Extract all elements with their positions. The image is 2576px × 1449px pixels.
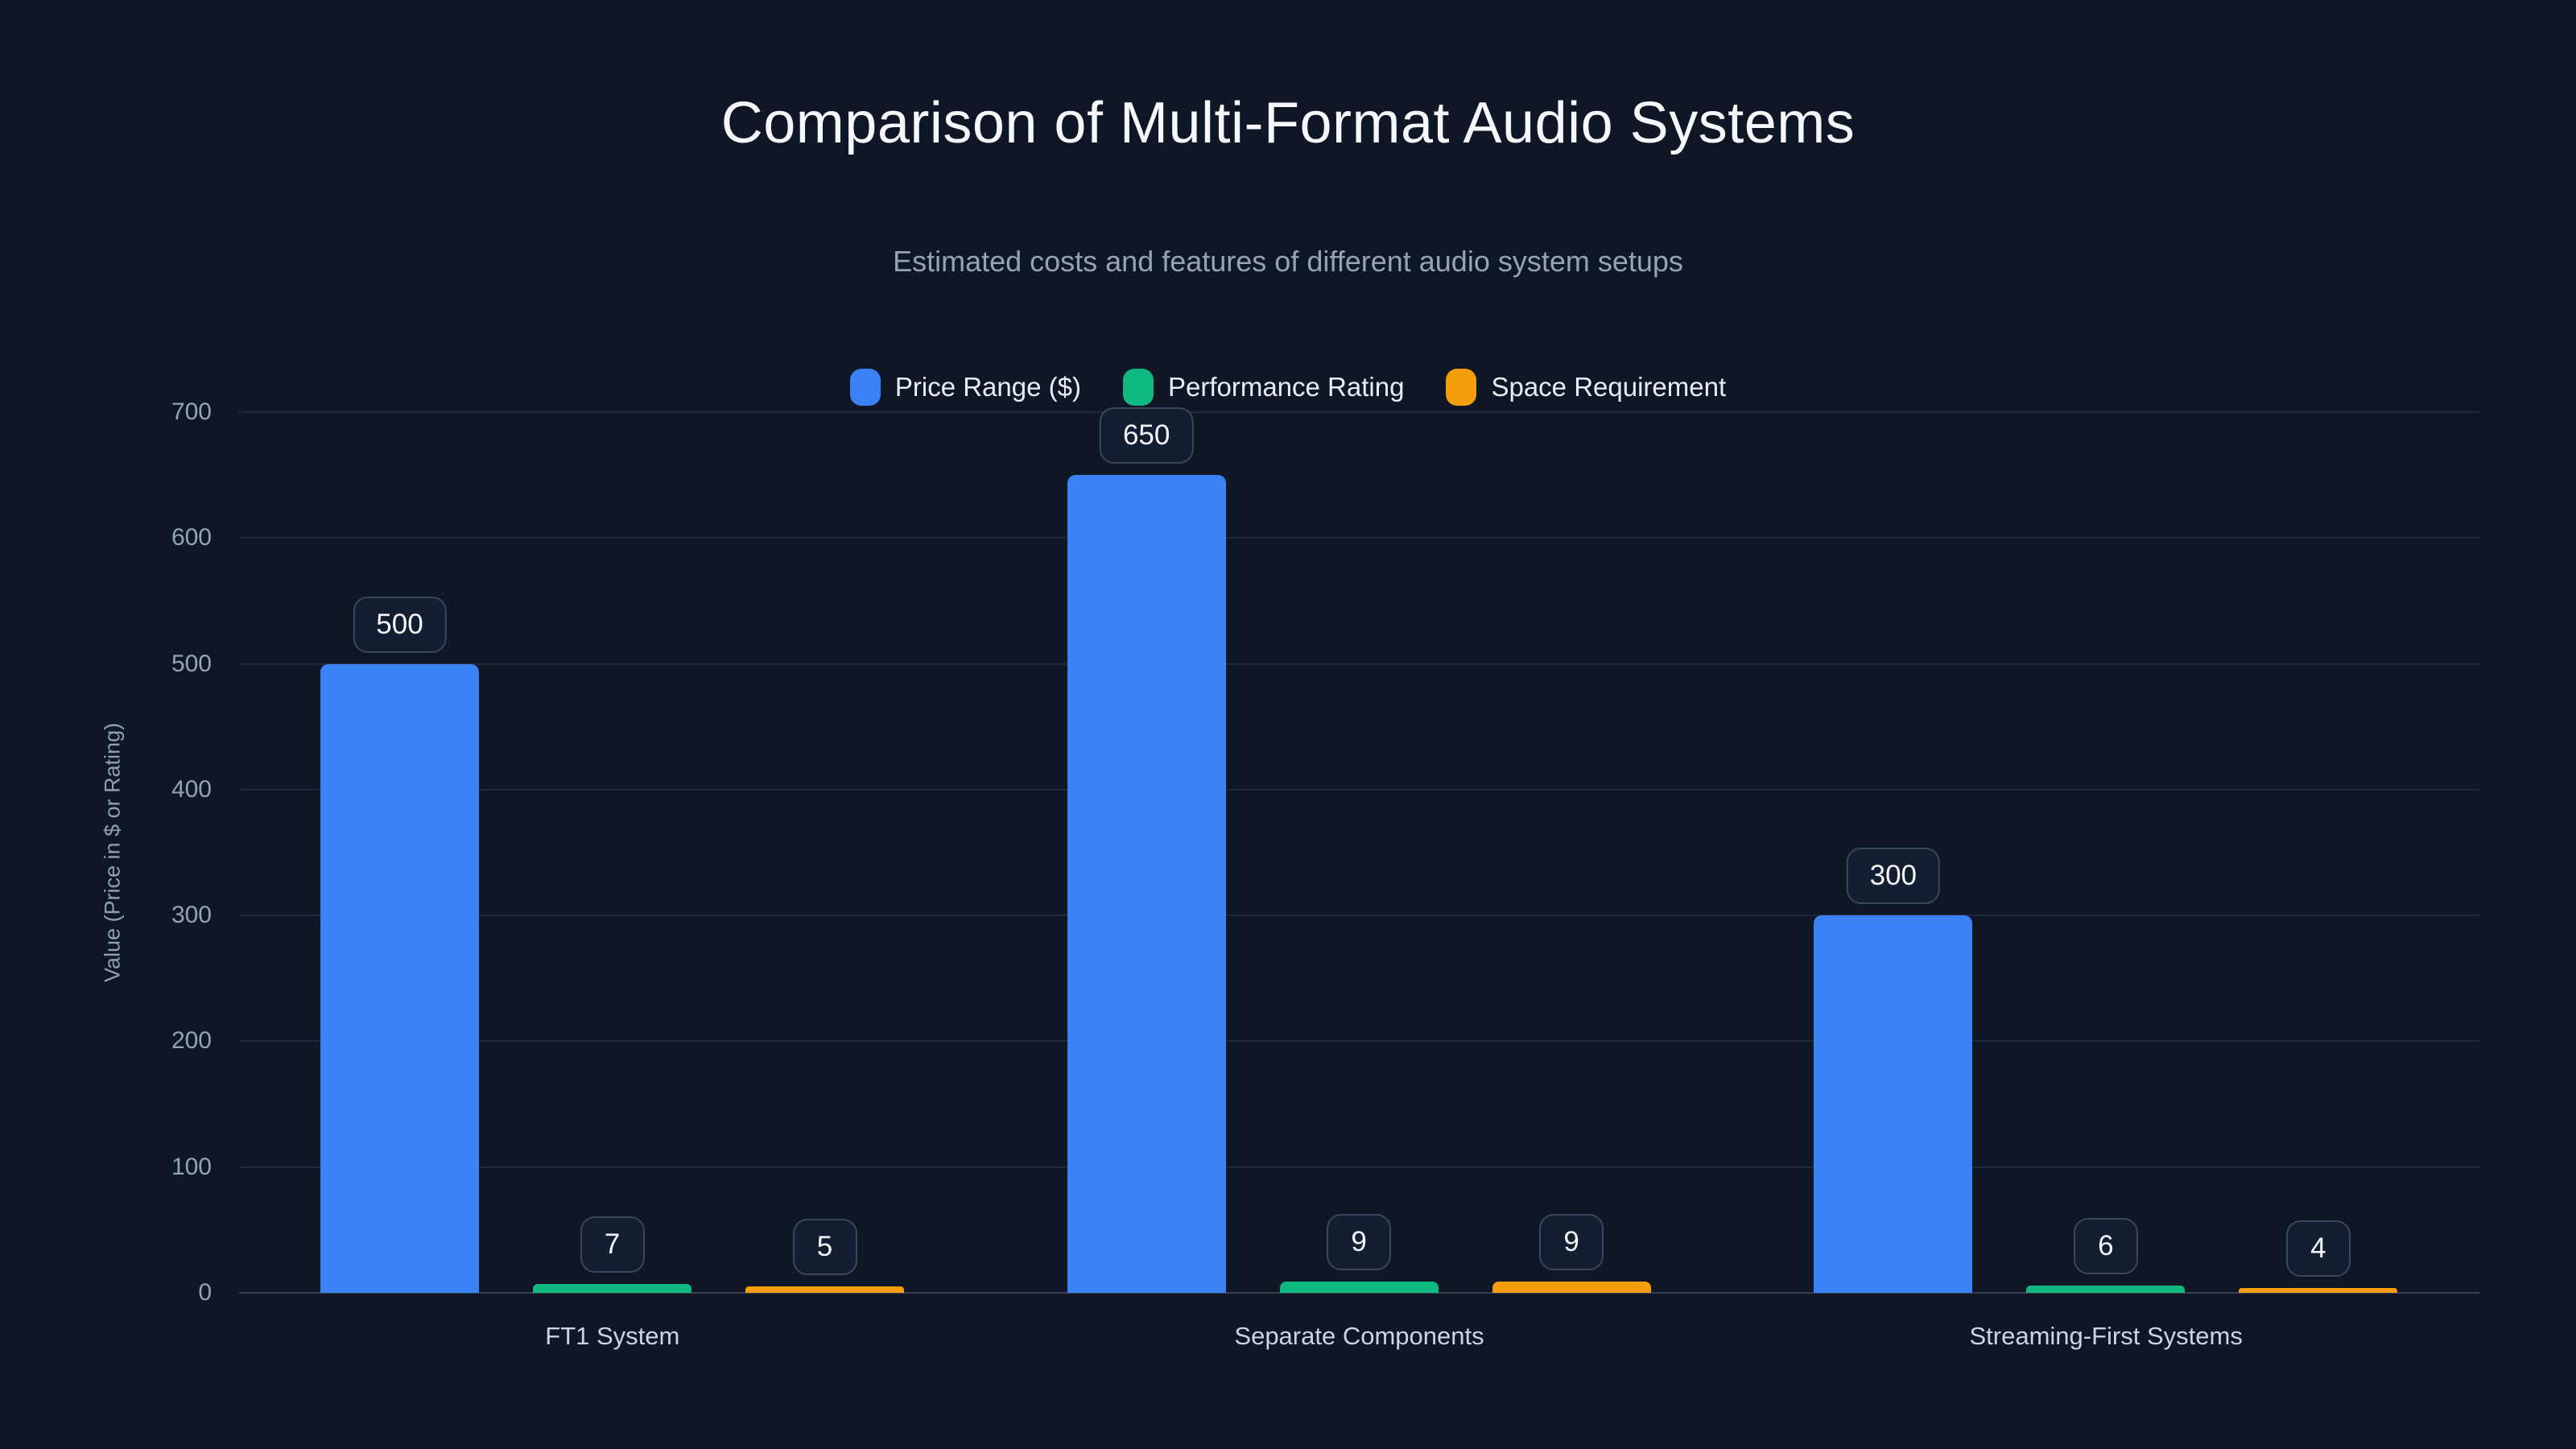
value-badge: 4 bbox=[2285, 1220, 2351, 1277]
bar-streaming-first-systems-series-1[interactable] bbox=[2026, 1285, 2186, 1293]
legend-item-1[interactable]: Performance Rating bbox=[1122, 369, 1405, 406]
value-badge: 6 bbox=[2073, 1217, 2138, 1274]
y-tick-label: 600 bbox=[171, 524, 212, 551]
gridline bbox=[239, 788, 2479, 791]
chart-legend: Price Range ($) Performance Rating Space R… bbox=[0, 369, 2576, 406]
value-badge: 5 bbox=[792, 1219, 857, 1276]
bar-ft1-system-series-0[interactable] bbox=[320, 663, 479, 1293]
legend-color-swatch bbox=[1122, 369, 1154, 406]
bar-streaming-first-systems-series-0[interactable] bbox=[1814, 915, 1973, 1293]
gridline bbox=[239, 1166, 2479, 1168]
bar-streaming-first-systems-series-2[interactable] bbox=[2239, 1287, 2398, 1293]
value-badge: 7 bbox=[580, 1216, 645, 1274]
legend-color-swatch bbox=[1446, 369, 1477, 406]
gridline bbox=[239, 1040, 2479, 1042]
legend-item-0[interactable]: Price Range ($) bbox=[849, 369, 1081, 406]
y-tick-label: 500 bbox=[171, 650, 212, 677]
page-title: Comparison of Multi-Format Audio Systems bbox=[720, 91, 1856, 155]
y-tick-label: 100 bbox=[171, 1153, 212, 1180]
legend-label: Price Range ($) bbox=[894, 372, 1081, 402]
legend-item-2[interactable]: Space Requirement bbox=[1446, 369, 1726, 406]
x-category-label: Separate Components bbox=[1234, 1322, 1484, 1350]
y-tick-label: 0 bbox=[198, 1279, 212, 1306]
value-badge: 500 bbox=[353, 596, 447, 653]
value-badge: 9 bbox=[1327, 1213, 1392, 1270]
value-badge: 650 bbox=[1099, 407, 1194, 464]
bar-ft1-system-series-1[interactable] bbox=[533, 1284, 691, 1293]
bar-separate-components-series-1[interactable] bbox=[1279, 1281, 1439, 1293]
gridline bbox=[239, 914, 2479, 917]
bar-separate-components-series-2[interactable] bbox=[1492, 1281, 1651, 1293]
bar-ft1-system-series-2[interactable] bbox=[745, 1286, 904, 1293]
legend-label: Space Requirement bbox=[1491, 372, 1727, 402]
x-category-label: Streaming-First Systems bbox=[1969, 1322, 2243, 1350]
y-tick-label: 700 bbox=[171, 398, 212, 425]
x-axis-baseline bbox=[239, 1292, 2479, 1294]
legend-label: Performance Rating bbox=[1167, 372, 1405, 402]
x-category-label: FT1 System bbox=[545, 1322, 680, 1350]
y-axis-title: Value (Price in $ or Rating) bbox=[100, 722, 125, 983]
value-badge: 300 bbox=[1846, 848, 1941, 905]
gridline bbox=[239, 537, 2479, 539]
bar-separate-components-series-0[interactable] bbox=[1067, 475, 1226, 1293]
y-tick-label: 200 bbox=[171, 1027, 212, 1055]
y-tick-label: 300 bbox=[171, 902, 212, 929]
value-badge: 9 bbox=[1539, 1213, 1604, 1270]
gridline bbox=[239, 663, 2479, 665]
page-subtitle: Estimated costs and features of differen… bbox=[893, 245, 1683, 278]
legend-color-swatch bbox=[849, 369, 881, 406]
gridline bbox=[239, 411, 2479, 413]
y-tick-label: 400 bbox=[171, 775, 212, 803]
